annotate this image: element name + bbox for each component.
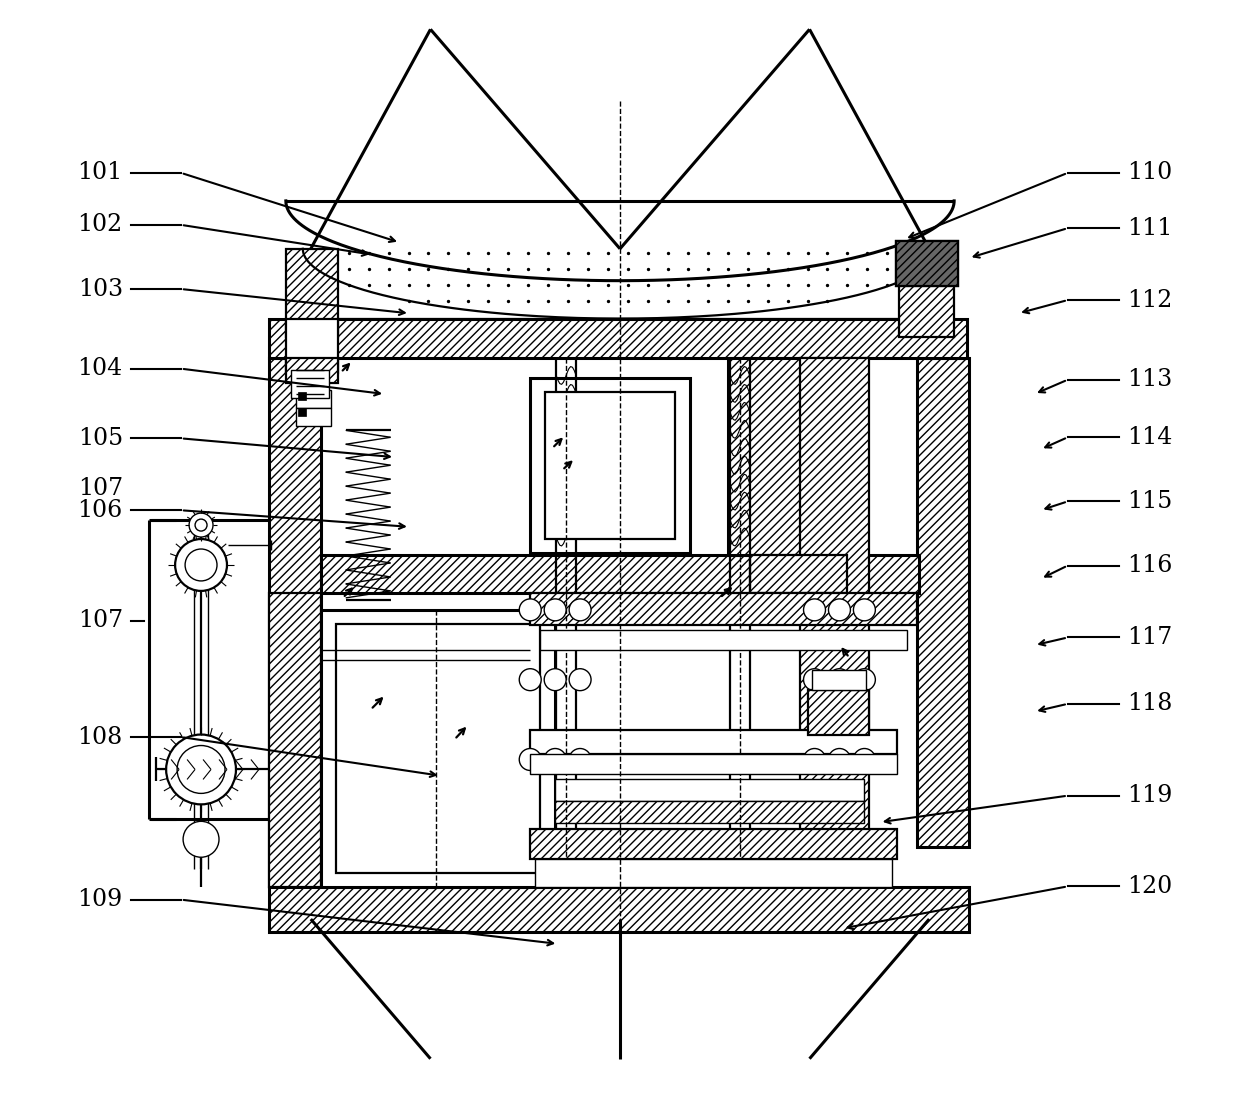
Circle shape	[804, 599, 826, 621]
Circle shape	[188, 513, 213, 537]
Text: 111: 111	[1127, 216, 1173, 240]
Text: 103: 103	[78, 277, 123, 301]
Bar	[269, 318, 967, 358]
Circle shape	[175, 539, 227, 591]
Text: 104: 104	[78, 357, 123, 380]
Circle shape	[828, 669, 851, 691]
Circle shape	[195, 519, 207, 531]
Circle shape	[828, 749, 851, 771]
Bar	[546, 393, 675, 539]
Bar	[728, 358, 867, 554]
Bar	[321, 610, 556, 887]
Bar	[531, 593, 918, 624]
Text: 117: 117	[1127, 625, 1172, 649]
Bar	[286, 248, 337, 336]
Circle shape	[544, 599, 567, 621]
Circle shape	[853, 749, 875, 771]
Bar	[541, 630, 908, 650]
Bar	[269, 887, 970, 932]
Bar	[750, 554, 847, 593]
Bar	[296, 390, 331, 408]
Circle shape	[544, 749, 567, 771]
Bar	[556, 802, 864, 823]
Text: 116: 116	[1127, 554, 1173, 577]
Bar	[286, 358, 337, 384]
Bar	[336, 624, 541, 873]
Bar	[286, 318, 337, 374]
Circle shape	[520, 599, 541, 621]
Bar	[296, 408, 331, 426]
Bar	[291, 370, 329, 398]
Bar	[531, 754, 898, 774]
Circle shape	[804, 669, 826, 691]
Text: 113: 113	[1127, 368, 1172, 391]
Text: 107: 107	[78, 477, 123, 500]
Text: 109: 109	[78, 888, 123, 912]
Circle shape	[185, 549, 217, 581]
Text: 106: 106	[78, 499, 123, 521]
Text: 118: 118	[1127, 692, 1173, 715]
Bar	[531, 830, 898, 859]
Bar	[269, 358, 321, 887]
Circle shape	[520, 749, 541, 771]
Bar	[807, 690, 869, 734]
Text: 110: 110	[1127, 161, 1172, 184]
Text: 114: 114	[1127, 426, 1173, 449]
Circle shape	[569, 669, 591, 691]
Bar	[897, 241, 959, 286]
Bar	[899, 248, 954, 336]
Bar	[897, 241, 959, 286]
Circle shape	[166, 734, 236, 804]
Text: 102: 102	[78, 213, 123, 236]
Bar	[800, 358, 869, 887]
Text: 119: 119	[1127, 784, 1173, 807]
Bar	[298, 393, 306, 400]
Text: 115: 115	[1127, 490, 1172, 512]
Bar	[321, 554, 919, 593]
Circle shape	[184, 822, 219, 857]
Bar	[531, 378, 689, 553]
Text: 101: 101	[78, 161, 123, 184]
Text: 112: 112	[1127, 288, 1173, 312]
Bar	[298, 408, 306, 416]
Circle shape	[569, 599, 591, 621]
Circle shape	[544, 669, 567, 691]
Text: 105: 105	[78, 427, 123, 450]
Text: 108: 108	[78, 725, 123, 749]
Circle shape	[853, 599, 875, 621]
Circle shape	[569, 749, 591, 771]
Bar	[269, 593, 321, 887]
Circle shape	[177, 745, 224, 793]
Bar	[918, 358, 970, 847]
Bar	[536, 859, 893, 887]
Bar	[556, 780, 864, 802]
Circle shape	[520, 669, 541, 691]
Bar	[811, 670, 867, 690]
Circle shape	[853, 669, 875, 691]
Text: 120: 120	[1127, 875, 1172, 898]
Circle shape	[804, 749, 826, 771]
Circle shape	[828, 599, 851, 621]
Bar	[531, 730, 898, 754]
Text: 107: 107	[78, 609, 123, 632]
